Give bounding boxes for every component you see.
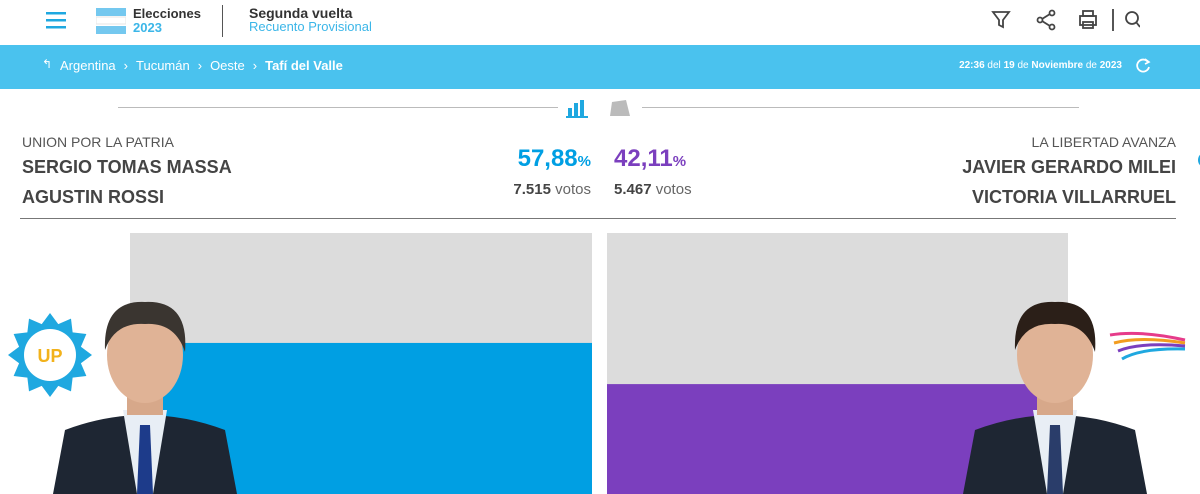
badge-label: UP	[37, 346, 62, 366]
party-name: LA LIBERTAD AVANZA	[1031, 134, 1176, 150]
tie	[137, 425, 153, 494]
logo-stroke	[1113, 338, 1186, 345]
vote-count: 7.515 votos	[513, 181, 591, 198]
percentage: 42,11%	[614, 145, 686, 173]
text: de	[1085, 60, 1097, 71]
divider	[118, 107, 558, 108]
face	[107, 307, 183, 403]
candidate-name: AGUSTIN ROSSI	[22, 187, 165, 207]
votes-value: 5.467	[614, 181, 652, 198]
logo-stroke	[1109, 331, 1186, 342]
hair	[104, 301, 186, 352]
month: Noviembre	[1031, 60, 1084, 71]
hair	[1014, 301, 1096, 352]
nav-bar: ↰ Argentina › Tucumán › Oeste › Tafí del Valle…	[0, 45, 1200, 89]
candidate-name: JAVIER GERARDO MILEI	[962, 157, 1176, 177]
divider	[222, 5, 223, 37]
party-logo	[1109, 331, 1186, 361]
candidate-name: SERGIO TOMAS MASSA	[22, 157, 232, 177]
votes-value: 7.515	[513, 181, 551, 198]
toolbar-icons	[991, 9, 1140, 31]
top-bar: Elecciones 2023 Segunda vuelta Recuento …	[0, 0, 1200, 45]
logo-title: Elecciones	[133, 6, 201, 21]
text: del	[987, 60, 1001, 71]
votes-unit: votos	[655, 181, 692, 198]
year: 2023	[1099, 60, 1122, 71]
round-label: Segunda vuelta	[249, 5, 353, 21]
breadcrumb-link[interactable]: Oeste	[210, 58, 245, 73]
divider	[642, 107, 1079, 108]
bars-view-button[interactable]	[566, 100, 588, 118]
filter-icon[interactable]	[991, 11, 1011, 29]
share-icon[interactable]	[1036, 9, 1056, 31]
logo-stroke	[1117, 343, 1186, 353]
day: 19	[1003, 60, 1015, 71]
percentage: 57,88%	[518, 145, 591, 173]
back-arrow[interactable]: ↰	[42, 57, 53, 71]
divider	[20, 218, 1176, 219]
vote-count: 5.467 votos	[614, 181, 692, 198]
count-type: Recuento Provisional	[249, 19, 372, 34]
party-name: UNION POR LA PATRIA	[22, 134, 174, 150]
breadcrumb: Argentina › Tucumán › Oeste › Tafí del Valle	[60, 58, 343, 73]
refresh-icon[interactable]	[1134, 57, 1152, 75]
flag-logo	[96, 8, 126, 34]
face	[1017, 307, 1093, 403]
votes-unit: votos	[555, 181, 591, 198]
view-toggle	[566, 100, 630, 118]
candidate-name: VICTORIA VILLARRUEL	[971, 187, 1176, 207]
separator: ›	[197, 58, 203, 73]
badge-center	[24, 329, 76, 381]
menu-button[interactable]	[46, 11, 66, 29]
breadcrumb-link[interactable]: Tafí del Valle	[265, 58, 343, 73]
percent-value: 57,88	[517, 145, 578, 172]
separator: ›	[123, 58, 128, 73]
breadcrumb-link[interactable]: Argentina	[60, 58, 116, 73]
text: de	[1017, 60, 1029, 71]
logo-year: 2023	[133, 20, 162, 35]
percent-sign: %	[577, 153, 591, 170]
percent-value: 42,11	[614, 145, 673, 172]
breadcrumb-link[interactable]: Tucumán	[136, 58, 190, 73]
candidate-photo	[53, 301, 237, 494]
map-view-button[interactable]	[610, 100, 630, 116]
tie	[1047, 425, 1063, 494]
separator: ›	[252, 58, 258, 73]
search-icon[interactable]	[1125, 11, 1140, 28]
scroll-button[interactable]	[1168, 150, 1200, 170]
time: 22:36	[959, 60, 985, 71]
candidate-photo	[963, 301, 1147, 494]
print-icon[interactable]	[1079, 10, 1097, 29]
percent-sign: %	[672, 153, 687, 170]
logo-stroke	[1121, 347, 1186, 361]
party-badge: UP	[8, 313, 92, 397]
timestamp: 22:36 del 19 de Noviembre de 2023	[959, 60, 1122, 71]
